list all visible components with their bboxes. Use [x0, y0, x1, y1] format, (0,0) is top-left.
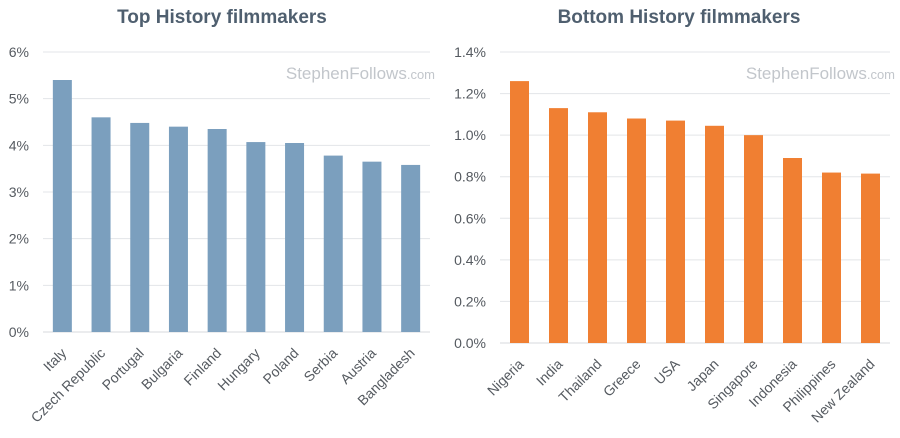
y-tick-label: 0.4% — [454, 252, 486, 268]
x-tick-label: Nigeria — [484, 356, 527, 399]
x-tick-label: India — [533, 356, 566, 389]
bottom-history-chart: Bottom History filmmakers 0.0%0.2%0.4%0.… — [454, 7, 895, 425]
bar — [861, 173, 880, 343]
bar — [627, 118, 646, 343]
x-tick-label: Hungary — [214, 345, 263, 394]
bars — [510, 81, 880, 344]
y-axis-ticks: 0% 1% 2% 3% 4% 5% 6% — [9, 44, 29, 340]
y-tick-label: 1.0% — [454, 127, 486, 143]
y-tick-label: 1.2% — [454, 86, 486, 102]
x-tick-label: USA — [651, 355, 683, 387]
bar — [207, 129, 227, 332]
y-tick-label: 1% — [9, 277, 29, 293]
x-tick-label: Serbia — [300, 345, 340, 385]
watermark: StephenFollows.com — [286, 64, 435, 83]
bar — [549, 108, 568, 343]
bar — [822, 172, 841, 343]
y-tick-label: 0.2% — [454, 293, 486, 309]
bar — [510, 81, 529, 343]
bar — [362, 161, 382, 332]
bar — [588, 112, 607, 344]
bar — [401, 164, 421, 332]
x-tick-label: Poland — [260, 345, 302, 387]
x-tick-label: Portugal — [99, 345, 147, 393]
x-tick-label: Thailand — [555, 356, 604, 405]
bar — [705, 125, 724, 344]
y-axis-ticks: 0.0% 0.2% 0.4% 0.6% 0.8% 1.0% 1.2% 1.4% — [454, 44, 486, 351]
watermark: StephenFollows.com — [746, 64, 895, 83]
y-tick-label: 6% — [9, 44, 29, 60]
x-tick-label: Greece — [600, 356, 644, 400]
bar — [783, 158, 802, 343]
y-tick-label: 1.4% — [454, 44, 486, 60]
chart-title: Bottom History filmmakers — [558, 7, 801, 28]
bar — [323, 155, 343, 332]
bar — [246, 142, 266, 332]
bars — [52, 80, 421, 333]
y-tick-label: 0% — [9, 324, 29, 340]
x-tick-label: Bulgaria — [138, 345, 186, 393]
y-tick-label: 5% — [9, 91, 29, 107]
y-tick-label: 3% — [9, 184, 29, 200]
bar — [744, 135, 763, 343]
y-tick-label: 0.8% — [454, 169, 486, 185]
bar — [52, 80, 72, 332]
bar — [91, 117, 111, 332]
y-tick-label: 0.0% — [454, 335, 486, 351]
y-tick-label: 2% — [9, 231, 29, 247]
x-tick-label: Italy — [40, 345, 69, 374]
top-history-chart: Top History filmmakers 0% 1% 2% 3% 4% 5% 6% It… — [9, 7, 435, 425]
bar — [285, 143, 305, 332]
y-tick-label: 4% — [9, 137, 29, 153]
bar — [168, 126, 188, 333]
y-tick-label: 0.6% — [454, 210, 486, 226]
chart-title: Top History filmmakers — [117, 7, 327, 28]
bar — [130, 122, 150, 332]
bar — [666, 120, 685, 343]
